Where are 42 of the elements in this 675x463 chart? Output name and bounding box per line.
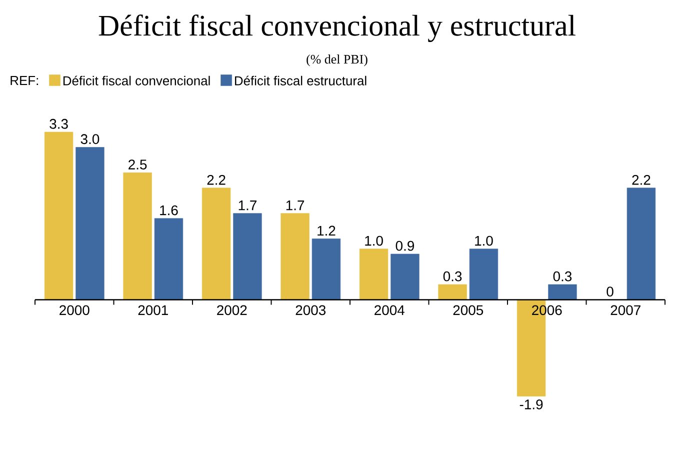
legend-title: REF:	[10, 76, 38, 85]
data-label: 1.2	[318, 226, 336, 236]
data-label: 1.0	[475, 236, 493, 246]
bar	[202, 188, 231, 300]
data-label: 0.3	[443, 271, 462, 282]
bar	[76, 147, 104, 300]
data-label: 1.6	[160, 205, 178, 216]
chart-title: Déficit fiscal convencional y estructural	[98, 14, 576, 42]
bar	[438, 284, 467, 300]
bar	[233, 213, 262, 300]
bar	[44, 132, 74, 300]
data-label: 1.7	[238, 200, 256, 210]
data-label: 0.9	[396, 240, 414, 251]
data-label: 3.0	[80, 134, 100, 144]
data-label: 2.2	[207, 174, 226, 185]
data-label: 3.3	[50, 118, 68, 129]
bar	[312, 238, 341, 300]
x-tick-label: 2005	[453, 305, 484, 316]
x-tick-label: 2003	[296, 305, 326, 316]
x-tick-label: 2002	[217, 305, 247, 316]
x-tick-label: 2004	[374, 305, 404, 316]
bar	[280, 213, 310, 300]
data-label: 0.3	[553, 271, 572, 282]
chart-subtitle: (% del PBI)	[306, 54, 368, 66]
bar	[123, 172, 152, 300]
data-label: 1.7	[286, 200, 304, 210]
x-tick-label: 2007	[610, 305, 640, 316]
bar	[390, 254, 420, 300]
data-label: 0	[606, 286, 614, 297]
data-label: 2.5	[128, 160, 147, 170]
bar	[548, 284, 577, 300]
data-label: -1.9	[520, 399, 543, 410]
bar	[626, 188, 656, 300]
data-label: 1.0	[365, 236, 383, 246]
bar	[469, 248, 498, 300]
x-tick-label: 2000	[60, 305, 90, 316]
data-label: 2.2	[632, 174, 650, 185]
legend-label: Déficit fiscal convencional	[63, 76, 210, 86]
legend-label: Déficit fiscal estructural	[235, 76, 366, 86]
bar	[154, 218, 184, 300]
bar	[359, 248, 388, 300]
x-tick-label: 2001	[138, 305, 168, 316]
